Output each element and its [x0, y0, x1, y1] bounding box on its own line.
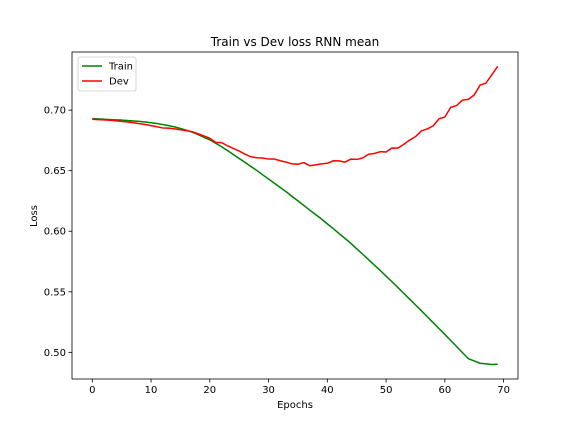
axes-frame [71, 51, 519, 380]
x-tick-label: 40 [321, 385, 334, 396]
x-tick-label: 20 [203, 385, 216, 396]
x-tick-label: 10 [145, 385, 158, 396]
x-tick-label: 30 [262, 385, 275, 396]
y-tick-label: 0.50 [44, 348, 66, 359]
chart-title: Train vs Dev loss RNN mean [210, 35, 379, 49]
y-axis-label: Loss [29, 205, 40, 227]
y-tick-label: 0.65 [44, 166, 66, 177]
y-tick-label: 0.55 [44, 287, 66, 298]
axis-ticks: 0 10 20 30 40 50 60 70 0.50 0.55 0.60 0.65 0.70 [44, 106, 510, 396]
x-tick-label: 50 [380, 385, 393, 396]
x-tick-label: 70 [497, 385, 510, 396]
legend: Train Dev [77, 56, 137, 92]
series-line-dev [92, 65, 499, 167]
y-tick-label: 0.60 [44, 227, 66, 238]
legend-label-train: Train [108, 62, 133, 73]
y-tick-label: 0.70 [44, 106, 66, 117]
x-tick-label: 0 [89, 385, 95, 396]
x-tick-label: 60 [438, 385, 451, 396]
plot-area [92, 65, 499, 366]
x-axis-label: Epochs [277, 400, 313, 411]
series-line-train [92, 117, 498, 366]
legend-label-dev: Dev [109, 77, 129, 88]
